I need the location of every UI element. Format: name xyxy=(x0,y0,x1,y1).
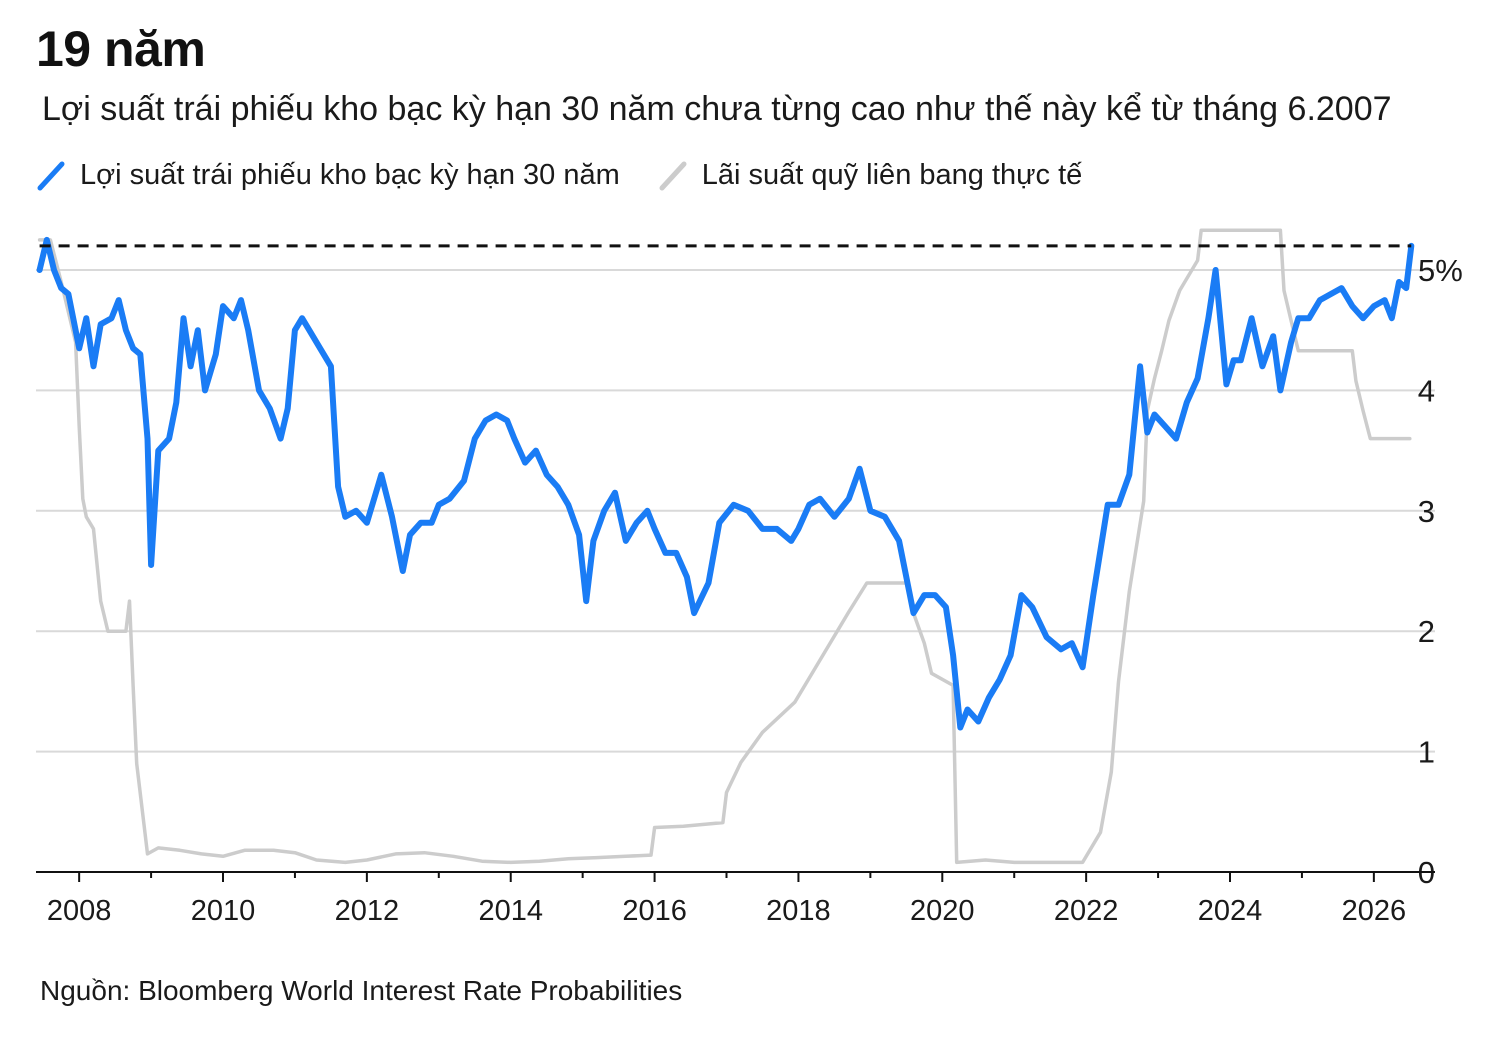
legend-swatch-fed xyxy=(659,161,687,191)
legend-item-yield: Lợi suất trái phiếu kho bạc kỳ hạn 30 nă… xyxy=(36,158,620,192)
x-tick-label: 2018 xyxy=(766,895,831,927)
legend-label-fed: Lãi suất quỹ liên bang thực tế xyxy=(701,158,1083,191)
legend-label-yield: Lợi suất trái phiếu kho bạc kỳ hạn 30 nă… xyxy=(80,158,620,191)
x-tick-label: 2008 xyxy=(47,895,112,927)
chart-legend: Lợi suất trái phiếu kho bạc kỳ hạn 30 nă… xyxy=(36,158,1120,192)
x-tick-label: 2026 xyxy=(1342,895,1407,927)
y-tick-label: 5% xyxy=(1418,253,1463,288)
series-line-yield xyxy=(36,236,1415,731)
x-tick-label: 2022 xyxy=(1054,895,1119,927)
x-tick-label: 2012 xyxy=(335,895,400,927)
x-tick-label: 2014 xyxy=(478,895,543,927)
y-tick-label: 4 xyxy=(1418,373,1435,408)
source-note: Nguồn: Bloomberg World Interest Rate Pro… xyxy=(40,975,683,1006)
legend-item-fed: Lãi suất quỹ liên bang thực tế xyxy=(658,158,1083,192)
series-layer xyxy=(36,228,1415,865)
y-tick-label: 2 xyxy=(1418,614,1435,649)
y-tick-label: 1 xyxy=(1418,735,1435,770)
chart-subtitle: Lợi suất trái phiếu kho bạc kỳ hạn 30 nă… xyxy=(42,90,1392,128)
series-line-fed-funds xyxy=(37,228,1412,865)
x-tick-label: 2024 xyxy=(1198,895,1263,927)
legend-swatch-yield xyxy=(37,161,65,191)
y-tick-label: 3 xyxy=(1418,494,1435,529)
chart-title: 19 năm xyxy=(36,21,206,77)
x-tick-label: 2010 xyxy=(191,895,256,927)
grid-layer xyxy=(36,269,1435,753)
x-tick-label: 2020 xyxy=(910,895,975,927)
x-tick-label: 2016 xyxy=(622,895,687,927)
